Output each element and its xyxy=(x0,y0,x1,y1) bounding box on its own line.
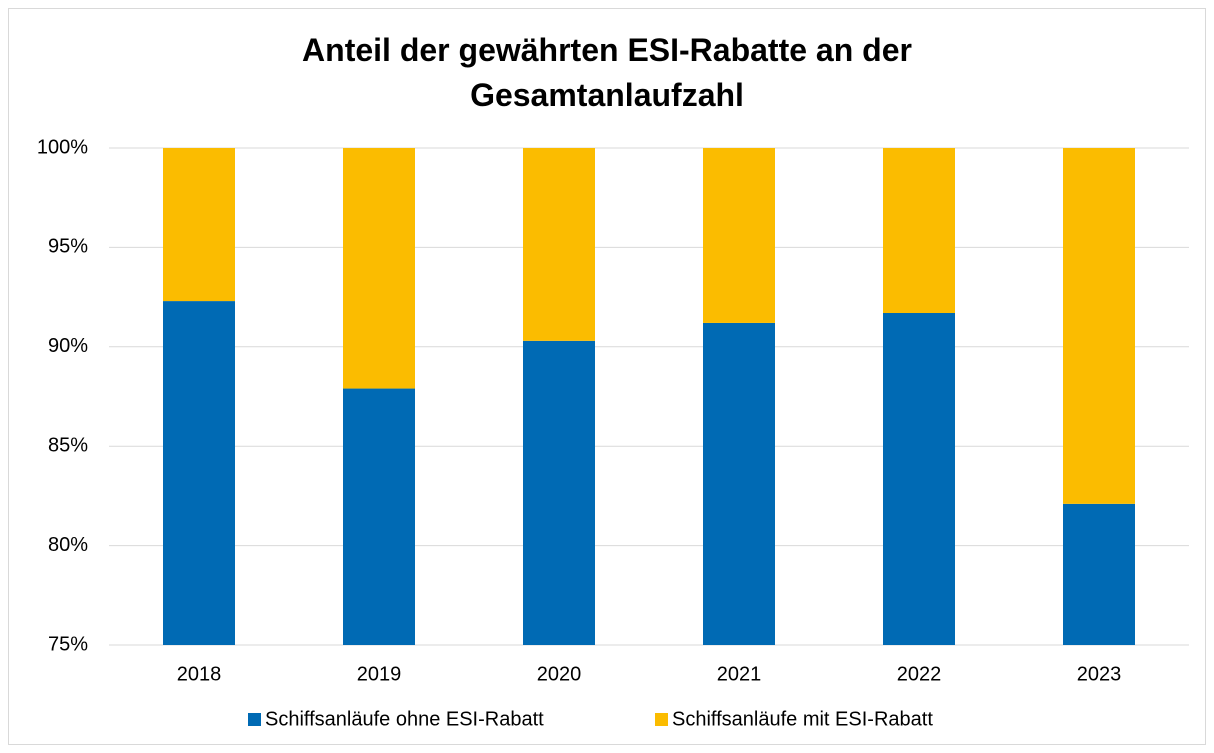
legend-label: Schiffsanläufe ohne ESI-Rabatt xyxy=(265,708,544,730)
y-tick-label: 95% xyxy=(48,236,88,258)
bar-segment xyxy=(343,388,415,645)
y-tick-label: 90% xyxy=(48,335,88,357)
chart-border xyxy=(8,8,1206,745)
bar-segment xyxy=(523,340,595,645)
y-tick-label: 85% xyxy=(48,434,88,456)
legend-label: Schiffsanläufe mit ESI-Rabatt xyxy=(672,708,933,730)
bar-segment xyxy=(703,322,775,645)
bar-segment xyxy=(703,148,775,323)
bar-segment xyxy=(1063,503,1135,645)
chart-title: Anteil der gewährten ESI-Rabatte an der … xyxy=(302,32,912,113)
bar-segment xyxy=(523,148,595,341)
bar-segment xyxy=(343,148,415,389)
legend-swatch xyxy=(248,713,261,726)
x-tick-label: 2021 xyxy=(717,663,762,685)
bar-segment xyxy=(883,313,955,645)
legend-swatch xyxy=(655,713,668,726)
bar-segment xyxy=(883,148,955,314)
y-tick-label: 80% xyxy=(48,534,88,556)
x-tick-label: 2019 xyxy=(357,663,402,685)
x-tick-label: 2023 xyxy=(1077,663,1122,685)
bar-segment xyxy=(1063,148,1135,504)
bar-segment xyxy=(163,301,235,645)
bar-segment xyxy=(163,148,235,302)
y-tick-label: 100% xyxy=(37,136,88,158)
y-tick-label: 75% xyxy=(48,633,88,655)
x-tick-label: 2020 xyxy=(537,663,582,685)
x-tick-label: 2018 xyxy=(177,663,222,685)
x-tick-label: 2022 xyxy=(897,663,942,685)
